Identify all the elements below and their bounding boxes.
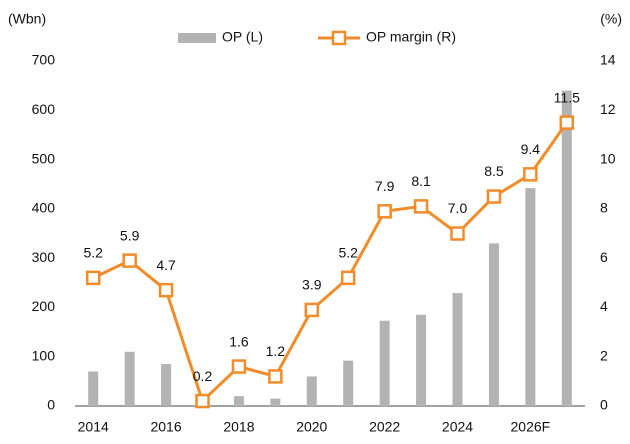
bar [488,243,499,406]
y2-tick-label: 2 [600,347,608,363]
y2-tick-label: 8 [600,200,608,216]
data-label: 8.1 [411,173,431,189]
data-label: 11.5 [554,89,580,105]
y2-tick-label: 12 [600,101,616,117]
legend-marker [331,30,347,46]
data-label: 1.6 [229,333,249,349]
x-tick-label: 2014 [78,419,109,435]
x-tick-label: 2018 [223,419,254,435]
bar [161,364,172,406]
bar [306,376,317,406]
bar [452,293,463,406]
data-label: 5.9 [120,227,140,243]
marker [377,204,392,219]
marker [85,270,101,286]
y2-tick-label: 14 [600,52,616,68]
data-label: 4.7 [156,257,176,273]
data-label: 5.2 [83,245,103,261]
y-tick-label: 600 [32,101,56,117]
y-tick-label: 100 [32,347,56,363]
y-tick-label: 500 [32,150,56,166]
bar [525,188,536,406]
data-label: 7.0 [448,200,468,216]
bar [416,314,427,406]
y-tick-label: 700 [32,52,56,68]
data-label: 0.2 [193,368,213,384]
legend-label: OP (L) [222,29,263,45]
data-label: 8.5 [484,163,504,179]
y-axis-unit: (Wbn) [8,11,46,27]
y2-tick-label: 0 [600,397,608,413]
y2-axis-unit: (%) [600,11,622,27]
y-tick-label: 0 [47,397,55,413]
bar [88,371,99,406]
marker [304,302,320,318]
legend-swatch [178,33,216,43]
marker [340,270,356,286]
y-tick-label: 300 [32,249,56,265]
marker [231,359,247,374]
marker [450,226,465,241]
marker [486,189,502,204]
bar [233,396,244,406]
y2-tick-label: 6 [600,249,608,265]
y-tick-label: 200 [32,298,56,314]
x-tick-label: 2026F [511,419,551,435]
data-label: 3.9 [302,277,322,293]
marker [413,199,429,214]
bar [379,320,390,406]
x-tick-label: 2020 [296,419,327,435]
marker [559,115,575,130]
marker [122,253,137,268]
data-label: 9.4 [521,141,541,157]
marker [523,167,538,182]
data-label: 5.2 [338,245,358,261]
marker [195,393,210,409]
y-tick-label: 400 [32,200,56,216]
y2-tick-label: 10 [600,150,616,166]
x-tick-label: 2022 [369,419,400,435]
x-tick-label: 2024 [442,419,473,435]
y2-tick-label: 4 [600,298,608,314]
marker [268,369,283,384]
marker [158,282,174,298]
x-tick-label: 2016 [150,419,181,435]
data-label: 7.9 [375,178,395,194]
bar [561,90,572,407]
bar [343,360,354,406]
bar [124,351,135,406]
data-label: 1.2 [266,343,286,359]
legend-label: OP margin (R) [366,29,456,45]
bar [270,398,281,406]
